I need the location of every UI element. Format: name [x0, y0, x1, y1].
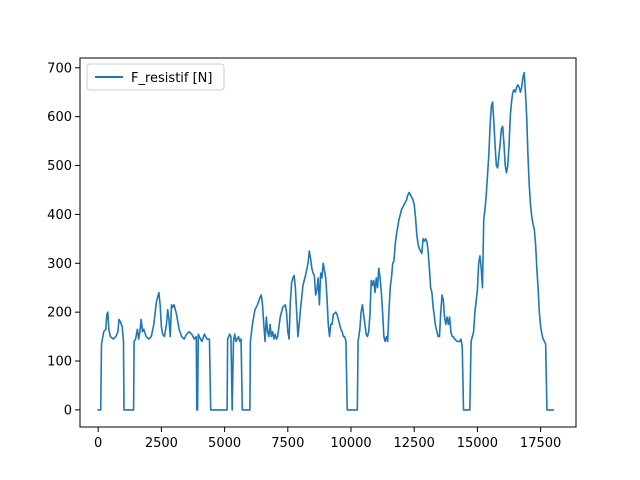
x-tick-label: 7500 — [271, 436, 304, 451]
x-tick-label: 15000 — [457, 436, 498, 451]
legend: F_resistif [N] — [86, 63, 225, 91]
data-layer — [97, 71, 555, 411]
x-tick-label: 2500 — [145, 436, 178, 451]
legend-box — [86, 63, 225, 91]
series-line-0 — [97, 71, 555, 411]
x-axis: 0 2500 5000 7500 10000 12500 15000 17500 — [94, 427, 561, 451]
legend-label: F_resistif [N] — [131, 71, 212, 86]
y-tick-label: 100 — [47, 355, 72, 370]
y-tick-label: 200 — [47, 306, 72, 321]
x-tick-label: 17500 — [520, 436, 561, 451]
y-tick-label: 700 — [47, 61, 72, 76]
y-tick-label: 300 — [47, 257, 72, 272]
y-tick-label: 500 — [47, 159, 72, 174]
y-tick-label: 600 — [47, 110, 72, 125]
x-tick-label: 10000 — [330, 436, 371, 451]
y-tick-label: 400 — [47, 208, 72, 223]
y-tick-label: 0 — [64, 403, 72, 418]
y-axis: 0 100 200 300 400 500 600 700 — [47, 61, 80, 418]
x-tick-label: 12500 — [394, 436, 435, 451]
plot-area — [80, 58, 576, 427]
plot-frame — [79, 57, 577, 428]
x-tick-label: 0 — [94, 436, 102, 451]
x-tick-label: 5000 — [208, 436, 241, 451]
